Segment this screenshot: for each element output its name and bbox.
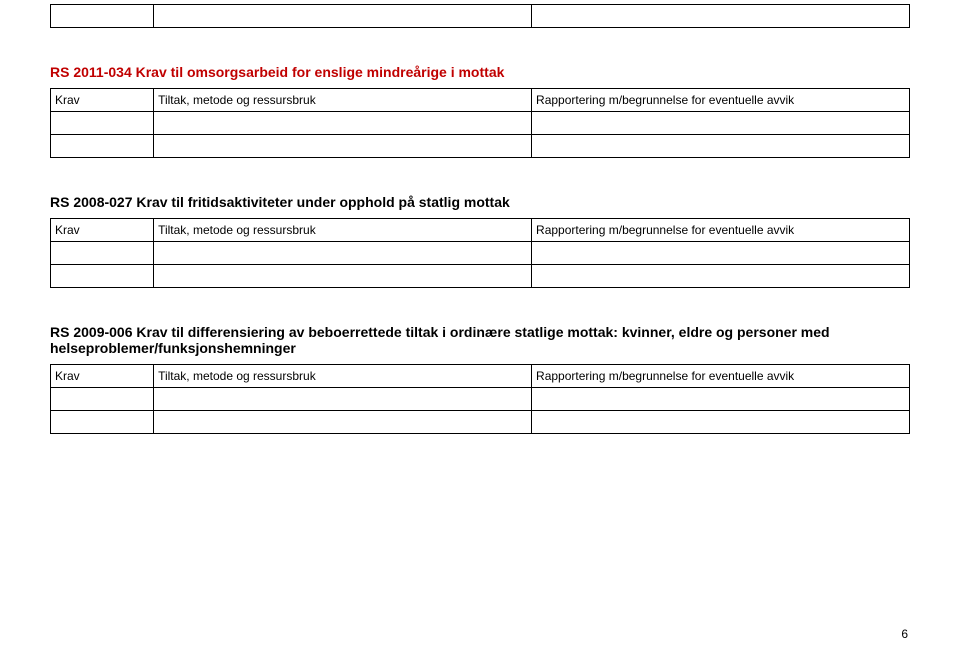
col-krav: Krav xyxy=(51,219,154,242)
cell-empty xyxy=(532,242,910,265)
cell-empty xyxy=(51,5,154,28)
cell-empty xyxy=(154,265,532,288)
table-header-row: Krav Tiltak, metode og ressursbruk Rappo… xyxy=(51,89,910,112)
section-a-table: Krav Tiltak, metode og ressursbruk Rappo… xyxy=(50,88,910,158)
cell-empty xyxy=(532,265,910,288)
col-tiltak: Tiltak, metode og ressursbruk xyxy=(154,365,532,388)
table-row xyxy=(51,265,910,288)
col-tiltak: Tiltak, metode og ressursbruk xyxy=(154,89,532,112)
section-c-title: RS 2009-006 Krav til differensiering av … xyxy=(50,324,910,356)
cell-empty xyxy=(51,388,154,411)
table-row xyxy=(51,388,910,411)
page-number: 6 xyxy=(901,627,908,641)
cell-empty xyxy=(154,5,532,28)
section-b-table: Krav Tiltak, metode og ressursbruk Rappo… xyxy=(50,218,910,288)
cell-empty xyxy=(532,388,910,411)
cell-empty xyxy=(532,5,910,28)
col-rapport: Rapportering m/begrunnelse for eventuell… xyxy=(532,365,910,388)
cell-empty xyxy=(532,135,910,158)
table-header-row: Krav Tiltak, metode og ressursbruk Rappo… xyxy=(51,365,910,388)
section-b-title: RS 2008-027 Krav til fritidsaktiviteter … xyxy=(50,194,910,210)
cell-empty xyxy=(51,112,154,135)
cell-empty xyxy=(51,242,154,265)
cell-empty xyxy=(154,135,532,158)
table-row xyxy=(51,135,910,158)
cell-empty xyxy=(154,242,532,265)
col-krav: Krav xyxy=(51,89,154,112)
cell-empty xyxy=(532,112,910,135)
top-empty-table xyxy=(50,4,910,28)
section-a-title: RS 2011-034 Krav til omsorgsarbeid for e… xyxy=(50,64,910,80)
cell-empty xyxy=(532,411,910,434)
cell-empty xyxy=(51,135,154,158)
cell-empty xyxy=(51,411,154,434)
col-krav: Krav xyxy=(51,365,154,388)
table-row xyxy=(51,242,910,265)
col-tiltak: Tiltak, metode og ressursbruk xyxy=(154,219,532,242)
col-rapport: Rapportering m/begrunnelse for eventuell… xyxy=(532,219,910,242)
cell-empty xyxy=(154,411,532,434)
cell-empty xyxy=(51,265,154,288)
table-row xyxy=(51,112,910,135)
col-rapport: Rapportering m/begrunnelse for eventuell… xyxy=(532,89,910,112)
table-row xyxy=(51,411,910,434)
table-row xyxy=(51,5,910,28)
section-c-table: Krav Tiltak, metode og ressursbruk Rappo… xyxy=(50,364,910,434)
cell-empty xyxy=(154,112,532,135)
table-header-row: Krav Tiltak, metode og ressursbruk Rappo… xyxy=(51,219,910,242)
cell-empty xyxy=(154,388,532,411)
